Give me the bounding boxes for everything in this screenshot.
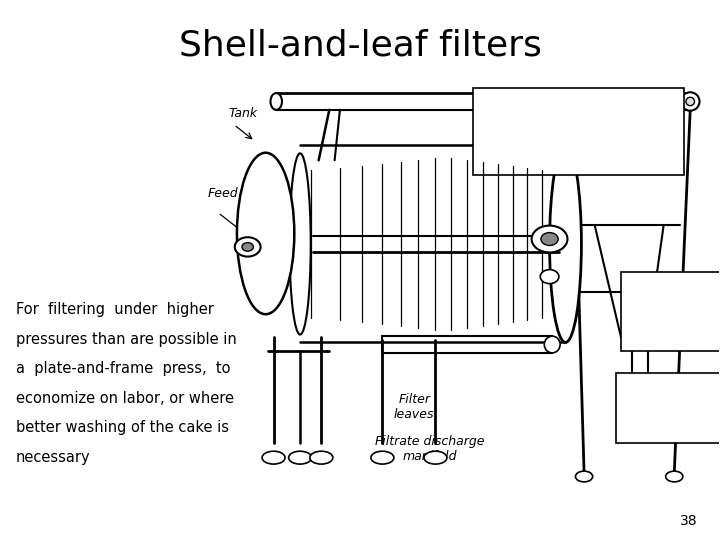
Ellipse shape — [424, 451, 447, 464]
Ellipse shape — [575, 471, 593, 482]
Text: a  plate-and-frame  press,  to: a plate-and-frame press, to — [16, 361, 230, 376]
Ellipse shape — [242, 242, 253, 251]
Text: pressures than are possible in: pressures than are possible in — [16, 332, 236, 347]
Bar — [621, 272, 720, 351]
Text: Filter
leaves: Filter leaves — [394, 393, 434, 421]
Ellipse shape — [371, 451, 394, 464]
Ellipse shape — [666, 471, 683, 482]
Text: 38: 38 — [680, 514, 697, 528]
Ellipse shape — [289, 153, 311, 335]
Ellipse shape — [544, 336, 560, 353]
Ellipse shape — [262, 451, 285, 464]
Bar — [616, 373, 720, 443]
Text: Shell-and-leaf filters: Shell-and-leaf filters — [179, 28, 541, 62]
Ellipse shape — [237, 153, 294, 314]
Text: For  filtering  under  higher: For filtering under higher — [16, 302, 214, 317]
Text: Filtrate discharge
manifold: Filtrate discharge manifold — [375, 435, 485, 463]
Ellipse shape — [310, 451, 333, 464]
Text: better washing of the cake is: better washing of the cake is — [16, 421, 229, 435]
Ellipse shape — [541, 233, 558, 246]
Ellipse shape — [686, 97, 695, 106]
Ellipse shape — [549, 145, 582, 342]
Text: necessary: necessary — [16, 450, 90, 465]
Ellipse shape — [271, 93, 282, 110]
Text: Feed: Feed — [207, 187, 238, 200]
Ellipse shape — [540, 269, 559, 284]
Ellipse shape — [289, 451, 312, 464]
Ellipse shape — [531, 226, 567, 253]
Text: economize on labor, or where: economize on labor, or where — [16, 391, 234, 406]
Text: Tank: Tank — [228, 107, 258, 120]
Ellipse shape — [681, 92, 700, 111]
Ellipse shape — [235, 237, 261, 256]
Bar — [472, 88, 684, 175]
